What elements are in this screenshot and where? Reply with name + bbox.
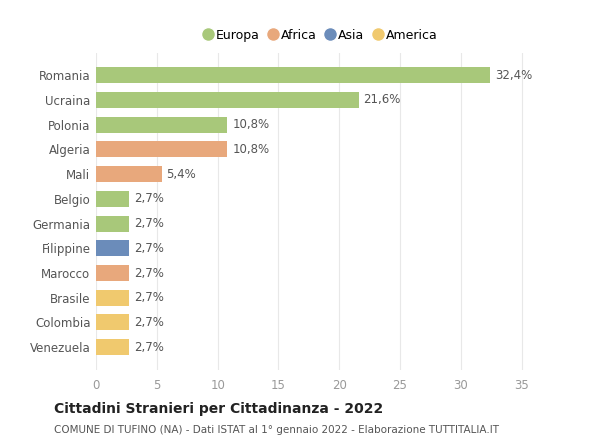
Text: 2,7%: 2,7% [134, 267, 164, 279]
Bar [96, 141, 227, 158]
Bar [96, 290, 129, 306]
Bar [96, 191, 129, 207]
Text: 5,4%: 5,4% [167, 168, 196, 180]
Text: 32,4%: 32,4% [495, 69, 532, 82]
Legend: Europa, Africa, Asia, America: Europa, Africa, Asia, America [200, 24, 442, 47]
Text: 2,7%: 2,7% [134, 316, 164, 329]
Bar [96, 240, 129, 257]
Bar [96, 117, 227, 133]
Text: 2,7%: 2,7% [134, 192, 164, 205]
Bar [96, 92, 359, 108]
Text: 10,8%: 10,8% [232, 143, 269, 156]
Text: 10,8%: 10,8% [232, 118, 269, 131]
Text: 2,7%: 2,7% [134, 291, 164, 304]
Bar [96, 216, 129, 231]
Bar [96, 166, 161, 182]
Text: 2,7%: 2,7% [134, 242, 164, 255]
Text: 21,6%: 21,6% [364, 93, 401, 106]
Text: COMUNE DI TUFINO (NA) - Dati ISTAT al 1° gennaio 2022 - Elaborazione TUTTITALIA.: COMUNE DI TUFINO (NA) - Dati ISTAT al 1°… [54, 425, 499, 435]
Text: 2,7%: 2,7% [134, 341, 164, 354]
Text: 2,7%: 2,7% [134, 217, 164, 230]
Bar [96, 67, 490, 83]
Text: Cittadini Stranieri per Cittadinanza - 2022: Cittadini Stranieri per Cittadinanza - 2… [54, 402, 383, 416]
Bar [96, 315, 129, 330]
Bar [96, 265, 129, 281]
Bar [96, 339, 129, 355]
